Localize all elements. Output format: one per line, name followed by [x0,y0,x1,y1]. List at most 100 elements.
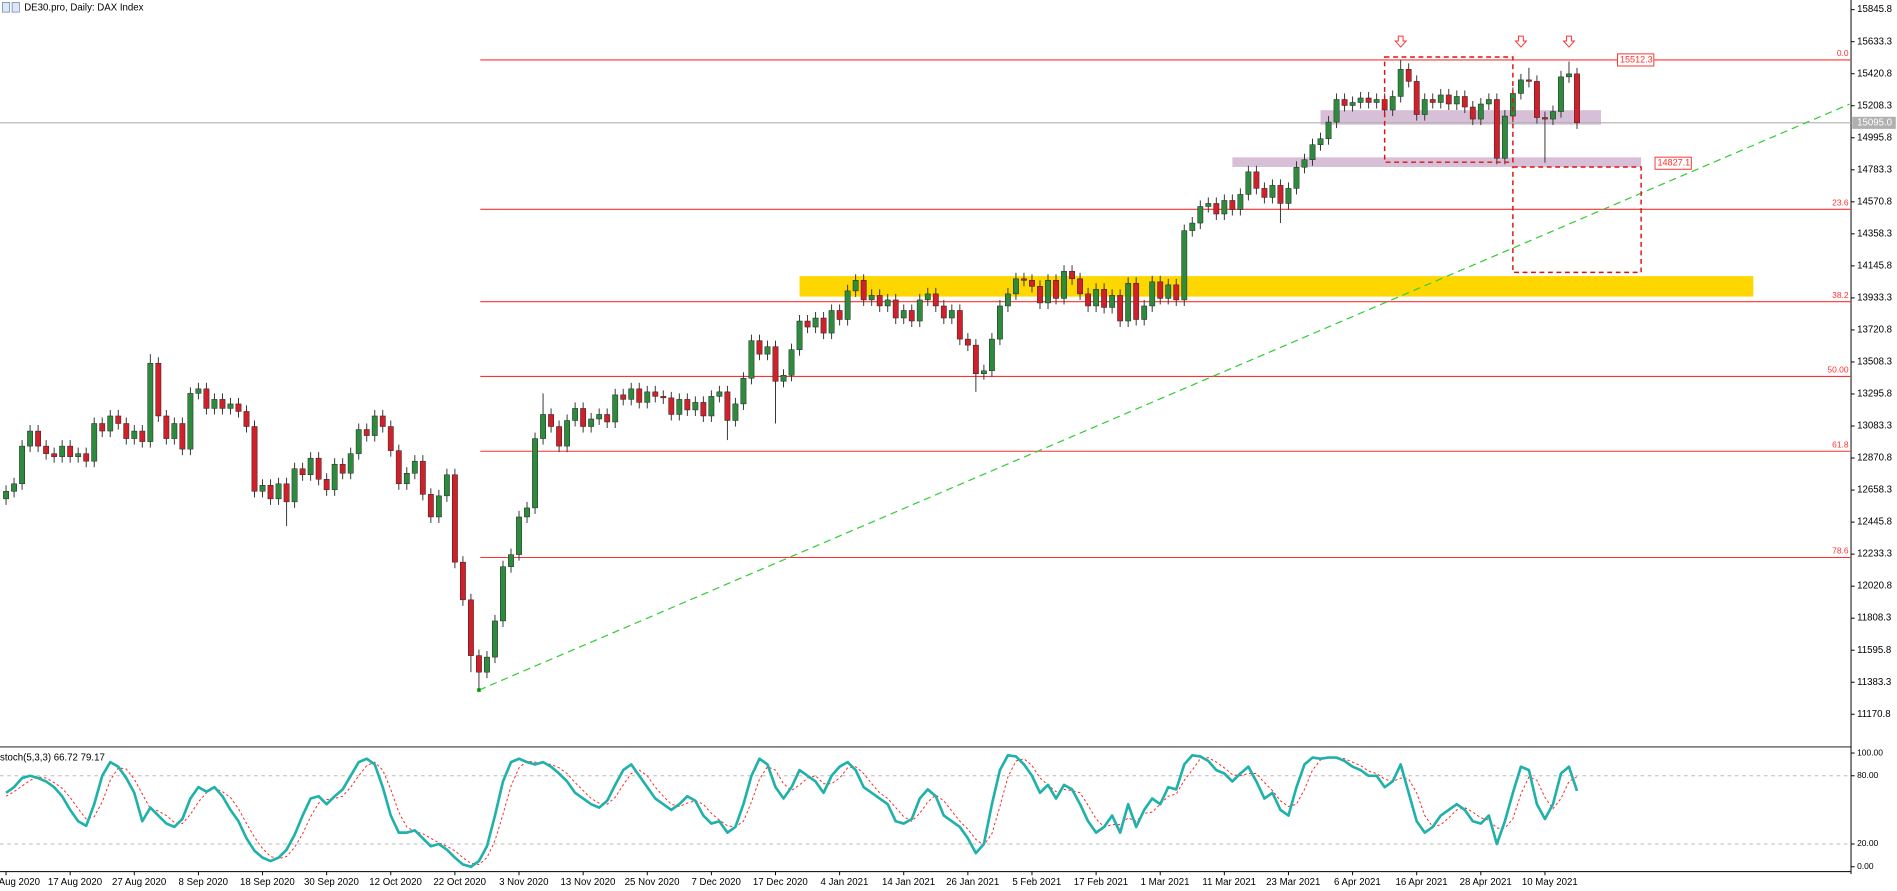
candle-body [652,391,659,397]
indicator-line [5,757,1578,865]
fib-label: 61.8 [1832,439,1849,449]
candle-body [876,295,883,307]
candle-body [1453,96,1460,105]
fib-label: 50.00 [1827,365,1848,375]
x-tick-label: 7 Dec 2020 [691,877,740,888]
candle-body [1357,97,1364,103]
candle-body [852,280,859,292]
candle-body [1061,271,1067,299]
candle-body [1373,99,1380,103]
y-tick-label: 13083.3 [1857,421,1892,432]
candle-body [1085,293,1091,307]
x-tick-label: 30 Sep 2020 [304,877,359,888]
candle-body [147,362,154,442]
candle-body [1501,115,1508,159]
candle-body [427,494,434,518]
y-tick-label: 14995.8 [1857,132,1892,143]
candle-body [1005,293,1011,307]
candle-body [812,317,819,328]
y-tick-label: 13720.8 [1857,325,1892,336]
candle-body [756,340,763,355]
candle-body [1149,281,1156,307]
x-tick-label: 4 Jan 2021 [821,877,869,888]
candle-body [460,561,466,601]
candle-body [997,305,1003,340]
indicator-tick-label: 20.00 [1857,838,1878,848]
candle-body [884,299,891,307]
candle-body [1181,230,1188,301]
candle-body [59,445,66,457]
candle-body [900,310,907,319]
candle-body [1509,93,1516,117]
symbol-icon [11,2,20,13]
y-tick-label: 14570.8 [1857,196,1892,207]
candle-body [379,415,386,427]
candle-body [1301,159,1308,168]
candle-body [1053,280,1059,299]
candle-body [1469,106,1476,120]
candle-body [1045,280,1051,304]
candle-body [155,362,162,417]
arrow [1514,35,1528,48]
candle-body [27,430,33,447]
x-tick-label: 11 Mar 2021 [1202,877,1256,888]
candle-body [1526,79,1532,82]
candle-body [1437,94,1444,103]
candle-body [1117,295,1124,322]
candle-body [355,429,362,454]
y-tick-label: 15420.8 [1857,68,1892,79]
x-tick-label: 23 Mar 2021 [1266,877,1320,888]
price-tag-label: 14827.1 [1657,158,1690,168]
candle-body [660,396,667,399]
candle-body [275,483,282,500]
candle-body [508,554,514,567]
candle-body [1285,188,1292,204]
y-tick-label: 12233.3 [1857,549,1892,560]
candle-body [291,468,298,503]
candle-body [628,388,635,400]
y-tick-label: 12445.8 [1857,517,1892,528]
arrow [1562,35,1576,48]
candle-body [83,453,90,462]
candle-body [299,468,306,475]
candle-body [323,479,330,491]
candle-body [411,460,418,474]
candle-body [1237,194,1244,210]
candle-body [1213,203,1220,215]
candle-body [988,338,995,371]
x-tick-label: Aug 2020 [0,877,40,888]
candle-body [107,415,114,432]
candle-body [1253,171,1260,189]
candle-body [604,414,611,423]
y-tick-label: 13933.3 [1857,292,1892,303]
candle-body [1037,286,1043,304]
price-tag-box [1617,53,1655,67]
x-tick-label: 17 Aug 2020 [48,877,102,888]
x-tick-label: 5 Feb 2021 [1012,877,1061,888]
candle-body [1221,200,1228,215]
candle-body [1069,271,1075,280]
x-tick-label: 16 Apr 2021 [1395,877,1447,888]
y-tick-label: 11808.3 [1857,613,1891,624]
candle-body [892,299,899,319]
candle-body [123,423,130,439]
candle-body [1029,280,1035,287]
candle-body [219,399,226,409]
candle-body [540,414,546,439]
candle-body [740,378,747,405]
indicator-line [5,753,1579,869]
candle-body [932,293,939,307]
candle-body [1542,117,1548,120]
candle-body [908,310,915,322]
y-tick-label: 12870.8 [1857,453,1892,464]
symbol-icon [2,2,11,13]
candle-body [331,463,338,491]
candle-body [1365,97,1372,103]
candle-body [1493,99,1500,159]
x-tick-label: 8 Sep 2020 [179,877,228,888]
candle-body [924,293,931,301]
candle-body [692,402,699,411]
dashed-box [1512,166,1642,274]
trendline [478,103,1850,691]
candle-body [259,485,266,492]
